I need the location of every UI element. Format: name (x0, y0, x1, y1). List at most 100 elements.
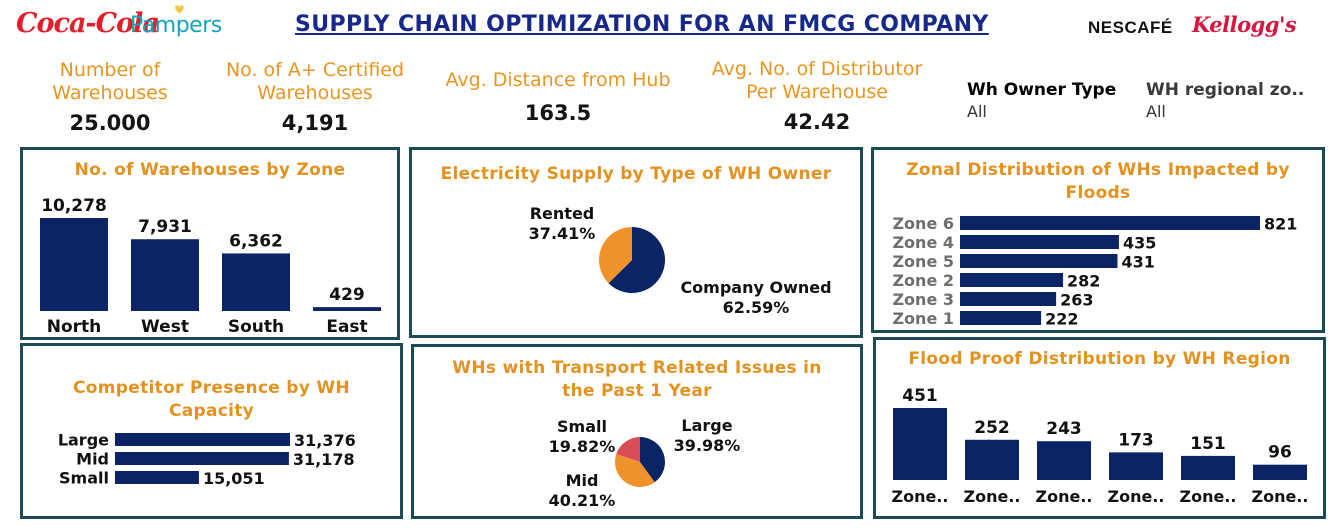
bar (960, 273, 1064, 287)
data-label: 821 (1264, 214, 1297, 233)
heart-icon: ♥ (174, 3, 185, 17)
bar (115, 471, 199, 484)
slice-value: 37.41% (529, 224, 596, 243)
kpi-label: No. of A+ Certified Warehouses (225, 59, 405, 104)
kpi-label: Avg. Distance from Hub (445, 69, 671, 91)
kpi-value: 25.000 (69, 111, 151, 135)
bar (960, 311, 1042, 325)
data-label: 263 (1060, 290, 1093, 309)
bar (1109, 452, 1163, 480)
tick-label: Zone.. (1252, 487, 1309, 506)
chart-panel-warehouses-by-zone: No. of Warehouses by Zone 10,278 North 7,9… (20, 147, 400, 340)
data-label: 431 (1121, 252, 1154, 271)
data-label: 435 (1123, 233, 1156, 252)
tick-label: Zone 6 (892, 214, 954, 233)
bar (131, 239, 199, 311)
tick-label: North (47, 317, 102, 337)
coca-cola-logo: Coca-Cola (16, 8, 160, 39)
tick-label: Zone 3 (892, 290, 954, 309)
tick-label: Zone.. (1036, 487, 1093, 506)
kpi-card-certified: No. of A+ Certified Warehouses 4,191 (210, 59, 420, 135)
bar (965, 439, 1019, 480)
bar (893, 408, 947, 480)
kpi-value: 163.5 (524, 101, 592, 125)
bar (960, 216, 1260, 230)
slicer-wh-regional-zone[interactable]: WH regional zo.. All (1146, 80, 1304, 121)
bar (40, 218, 108, 311)
tick-label: Zone 4 (892, 233, 954, 252)
data-label: 151 (1190, 434, 1226, 454)
data-label: 31,376 (294, 431, 356, 450)
data-label: 222 (1045, 309, 1078, 328)
chart-title: Flood Proof Distribution by WH Region (908, 349, 1291, 369)
bar (313, 307, 381, 311)
data-label: 451 (902, 386, 938, 406)
bar-chart-warehouses-by-zone: 10,278 North 7,931 West 6,362 South 429 East (40, 196, 381, 337)
tick-label: Small (59, 468, 109, 487)
chart-title: Electricity Supply by Type of WH Owner (440, 164, 832, 184)
bar-chart-competitor-presence: Large 31,376 Mid 31,178 Small 15,051 (58, 430, 356, 488)
chart-panel-transport-issues: WHs with Transport Related Issues in the … (411, 344, 863, 519)
page-title: SUPPLY CHAIN OPTIMIZATION FOR AN FMCG CO… (295, 12, 989, 37)
slicer-title: Wh Owner Type (967, 80, 1117, 100)
chart-panel-flood-proof: Flood Proof Distribution by WH Region 45… (873, 337, 1326, 519)
pie-slice (640, 437, 665, 483)
slice-value: 39.98% (674, 436, 741, 455)
chart-panel-floods: Zonal Distribution of WHs Impacted by Flo… (871, 147, 1325, 333)
slice-label: Large (681, 416, 732, 435)
chart-panel-electricity-supply: Electricity Supply by Type of WH Owner C… (409, 147, 863, 338)
tick-label: Zone 2 (892, 271, 954, 290)
pie-slice (616, 437, 640, 462)
chart-title: Zonal Distribution of WHs Impacted by Flo… (906, 160, 1290, 203)
pie-slice (615, 454, 655, 487)
slice-value: 19.82% (549, 437, 616, 456)
data-label: 15,051 (203, 469, 265, 488)
slicer-value[interactable]: All (967, 102, 987, 121)
tick-label: South (228, 317, 284, 337)
slicer-value[interactable]: All (1146, 102, 1166, 121)
chart-title: Competitor Presence by WH Capacity (73, 378, 350, 421)
data-label: 31,178 (293, 450, 355, 469)
data-label: 243 (1046, 419, 1082, 439)
data-label: 429 (329, 285, 365, 305)
tick-label: Zone.. (1180, 487, 1237, 506)
bar (1037, 441, 1091, 480)
slice-value: 62.59% (723, 298, 790, 317)
slice-label: Rented (530, 204, 595, 223)
slice-label: Small (557, 417, 607, 436)
bar (960, 235, 1119, 249)
data-label: 10,278 (41, 196, 107, 216)
kpi-label: Avg. No. of Distributor Per Warehouse (711, 58, 923, 103)
bar (1181, 455, 1235, 480)
tick-label: Mid (76, 449, 109, 468)
slice-label: Company Owned (680, 278, 831, 297)
data-label: 252 (974, 418, 1010, 438)
tick-label: Large (58, 430, 109, 449)
bar (1253, 464, 1307, 480)
bar (960, 254, 1118, 268)
tick-label: East (326, 317, 367, 337)
data-label: 6,362 (229, 231, 283, 251)
pie-slice (599, 227, 632, 284)
slicer-wh-owner-type[interactable]: Wh Owner Type All (967, 80, 1116, 121)
chart-title: No. of Warehouses by Zone (74, 160, 346, 180)
bar (222, 253, 290, 311)
kpi-card-distance: Avg. Distance from Hub 163.5 (430, 69, 686, 125)
tick-label: West (141, 317, 189, 337)
bar-chart-flood-proof: 451 Zone.. 252 Zone.. 243 Zone.. 173 Zone.. 151 Z… (892, 386, 1309, 506)
tick-label: Zone.. (1108, 487, 1165, 506)
data-label: 282 (1067, 271, 1100, 290)
kpi-value: 4,191 (281, 111, 349, 135)
chart-panel-competitor-presence: Competitor Presence by WH Capacity Large 3… (20, 343, 403, 519)
kpi-value: 42.42 (783, 110, 851, 134)
tick-label: Zone.. (892, 487, 949, 506)
tick-label: Zone 5 (892, 252, 954, 271)
nescafe-logo: NESCAFÉ (1088, 18, 1173, 37)
data-label: 96 (1268, 443, 1292, 463)
bar (115, 452, 289, 465)
pampers-logo: ♥ Pampers (130, 3, 222, 38)
slice-label: Mid (566, 471, 599, 490)
slicer-title: WH regional zo.. (1146, 80, 1305, 100)
